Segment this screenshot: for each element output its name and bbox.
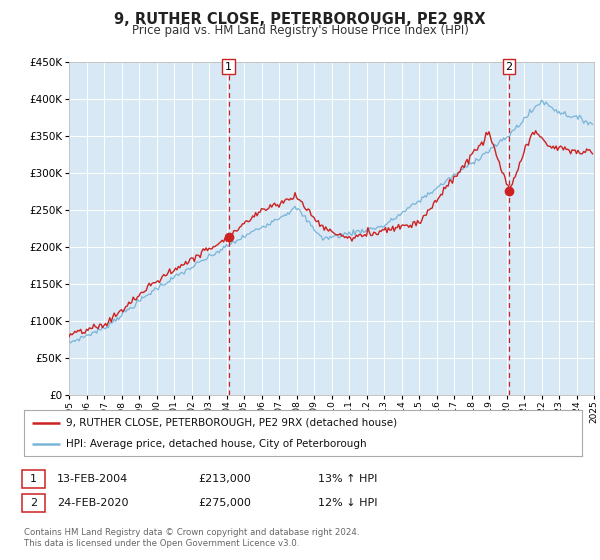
Text: HPI: Average price, detached house, City of Peterborough: HPI: Average price, detached house, City… [66,439,367,449]
Text: 2: 2 [506,62,512,72]
Text: £213,000: £213,000 [198,474,251,484]
Text: 24-FEB-2020: 24-FEB-2020 [57,498,128,508]
Text: 9, RUTHER CLOSE, PETERBOROUGH, PE2 9RX (detached house): 9, RUTHER CLOSE, PETERBOROUGH, PE2 9RX (… [66,418,397,428]
Text: 12% ↓ HPI: 12% ↓ HPI [318,498,377,508]
Text: 9, RUTHER CLOSE, PETERBOROUGH, PE2 9RX: 9, RUTHER CLOSE, PETERBOROUGH, PE2 9RX [114,12,486,27]
Text: 13-FEB-2004: 13-FEB-2004 [57,474,128,484]
Text: 1: 1 [30,474,37,484]
Text: 1: 1 [225,62,232,72]
Text: Contains HM Land Registry data © Crown copyright and database right 2024.
This d: Contains HM Land Registry data © Crown c… [24,528,359,548]
Text: 13% ↑ HPI: 13% ↑ HPI [318,474,377,484]
Text: Price paid vs. HM Land Registry's House Price Index (HPI): Price paid vs. HM Land Registry's House … [131,24,469,37]
Text: £275,000: £275,000 [198,498,251,508]
Text: 2: 2 [30,498,37,508]
